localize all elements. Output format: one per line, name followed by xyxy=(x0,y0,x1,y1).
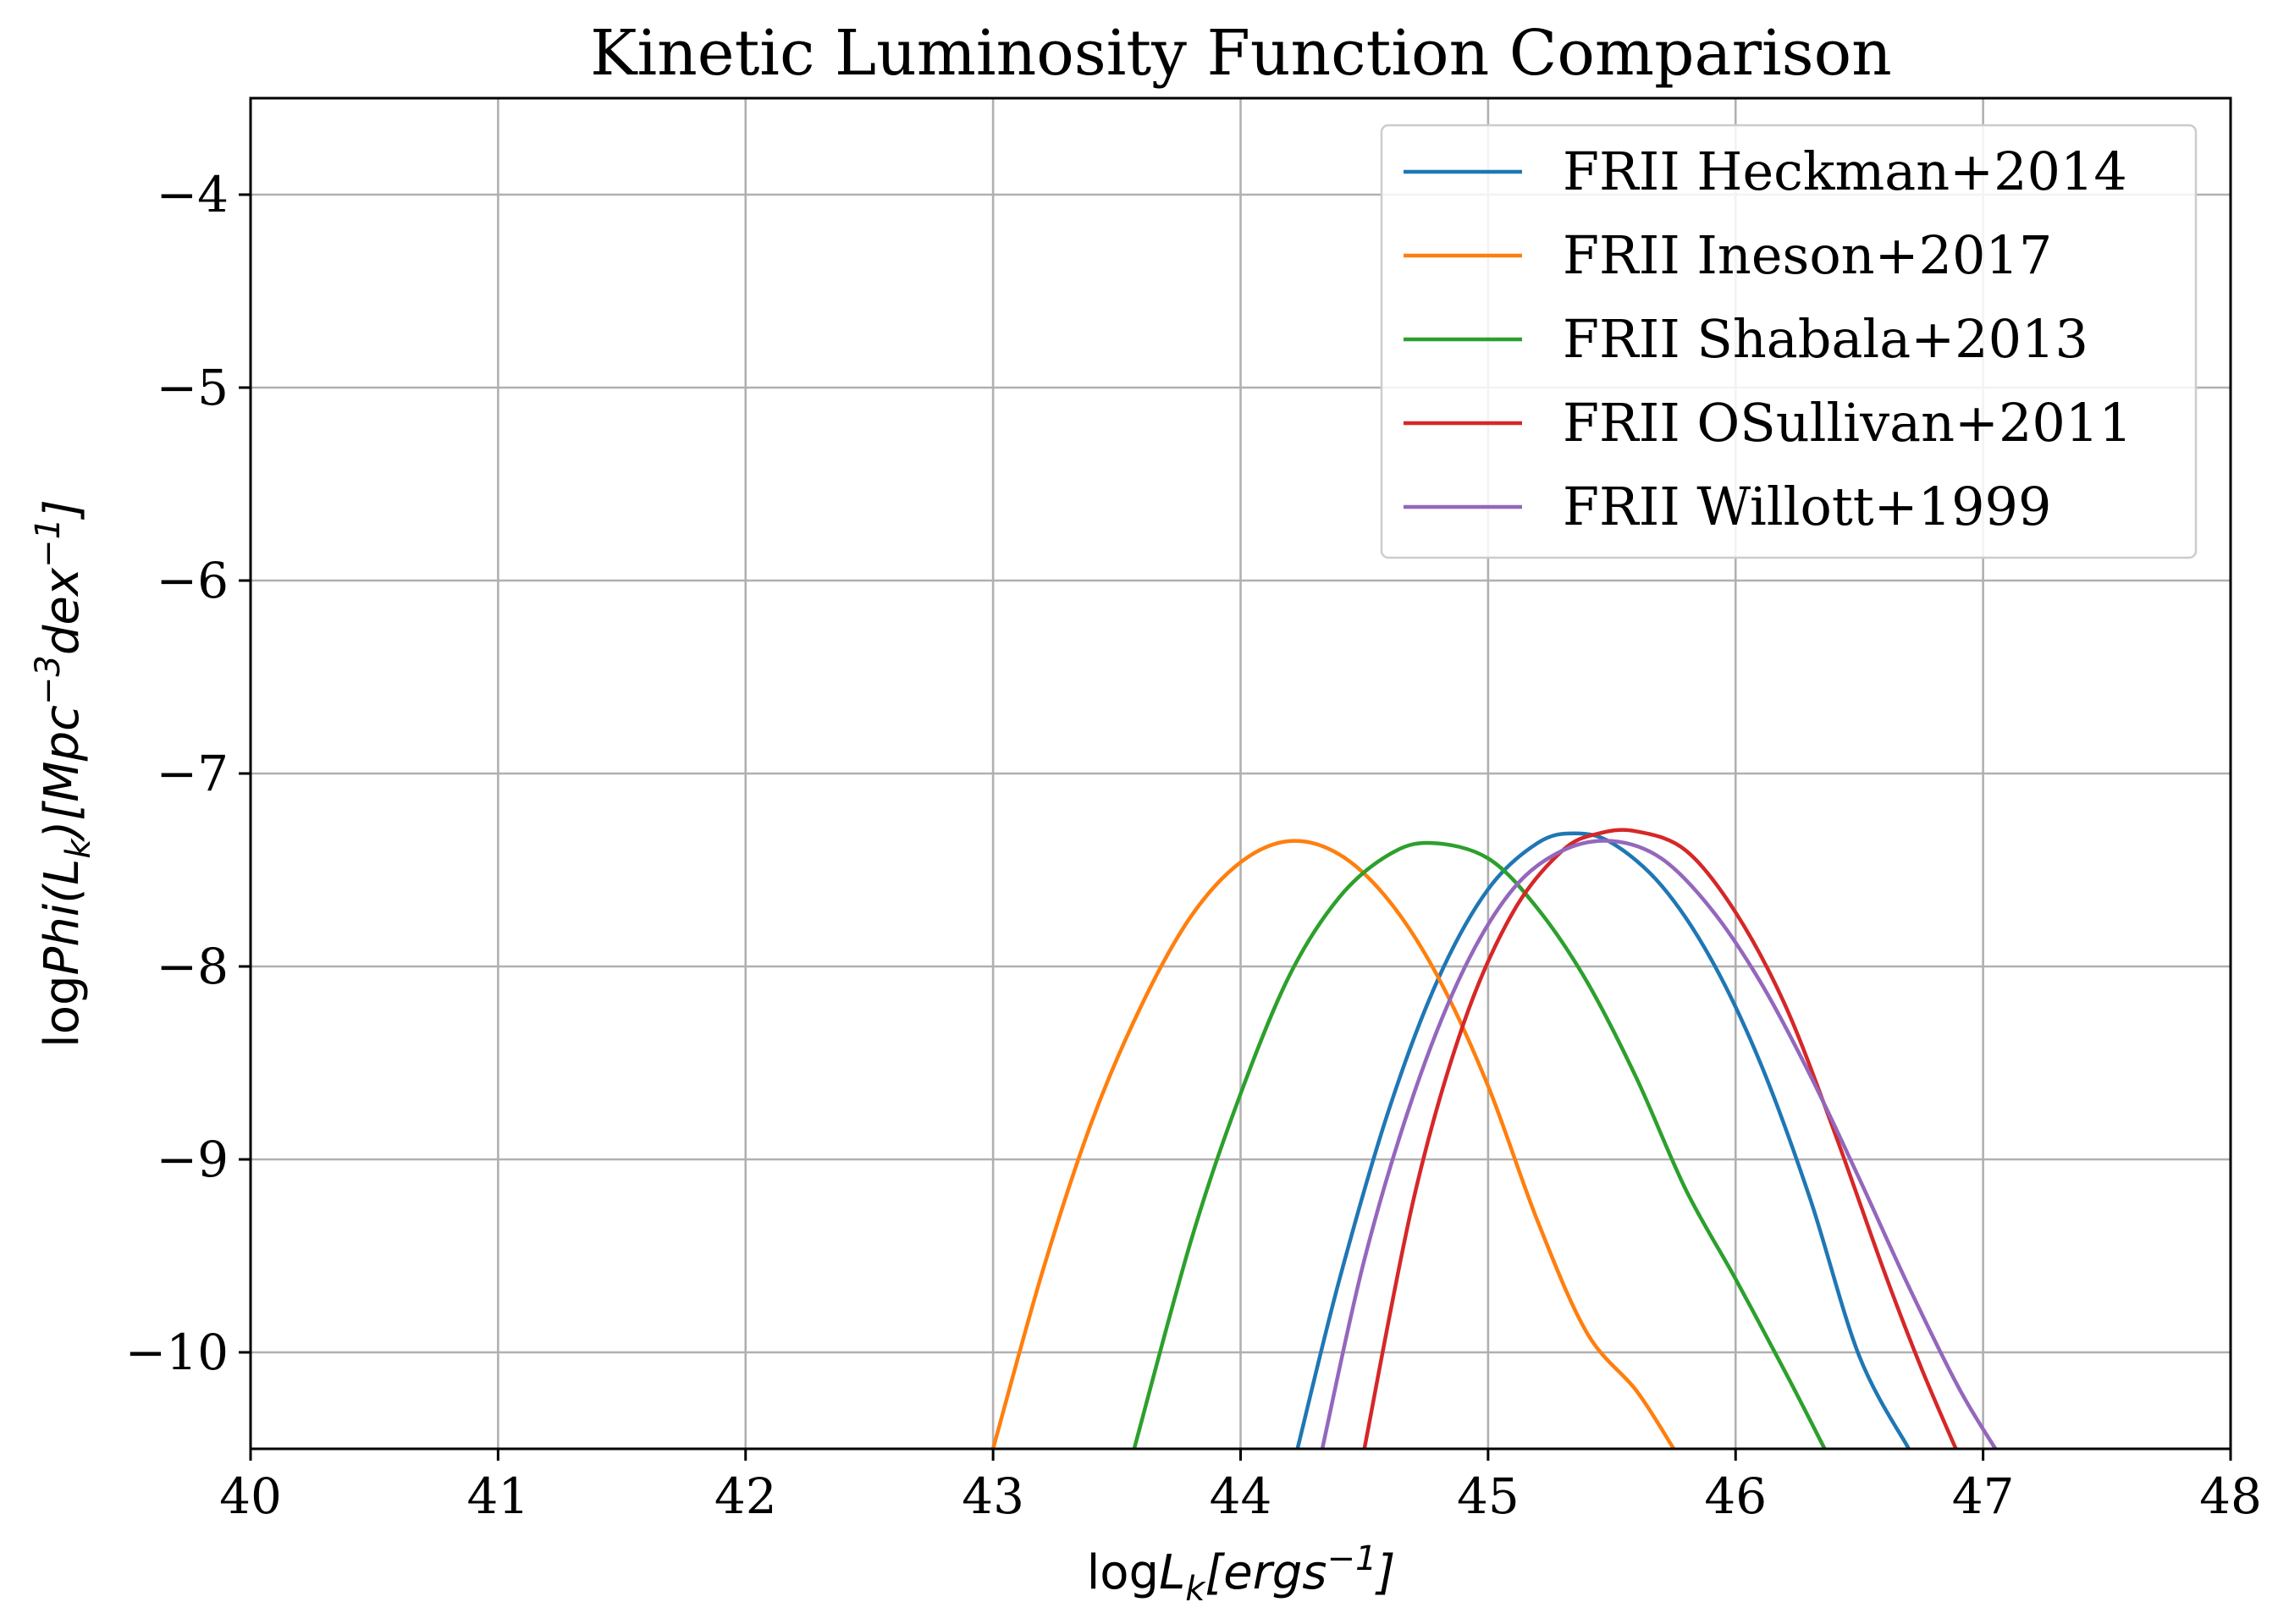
x-tick-label: 47 xyxy=(1952,1467,2015,1525)
y-tick-label: −9 xyxy=(157,1131,229,1188)
legend: FRII Heckman+2014 FRII Ineson+2017 FRII Sh… xyxy=(1380,124,2198,559)
x-tick-label: 40 xyxy=(219,1467,282,1525)
legend-label: FRII OSullivan+2011 xyxy=(1563,392,2132,454)
x-axis-label: logLk[ergs−1] xyxy=(1087,1539,1396,1609)
chart-title: Kinetic Luminosity Function Comparison xyxy=(590,17,1892,90)
y-tick-label: −5 xyxy=(157,359,229,416)
x-tick-label: 44 xyxy=(1210,1467,1272,1525)
x-tick-label: 46 xyxy=(1704,1467,1767,1525)
y-tick-label: −10 xyxy=(125,1324,229,1381)
y-tick-label: −4 xyxy=(157,166,229,223)
y-axis: −10 −9 −8 −7 −6 −5 −4 xyxy=(125,166,251,1381)
x-tick-label: 43 xyxy=(962,1467,1024,1525)
x-axis: 40 41 42 43 44 45 46 47 48 xyxy=(219,1449,2262,1525)
y-tick-label: −6 xyxy=(157,552,229,609)
x-tick-label: 41 xyxy=(466,1467,529,1525)
legend-label: FRII Shabala+2013 xyxy=(1563,308,2088,370)
series-line-3 xyxy=(1132,840,1827,1449)
legend-label: FRII Ineson+2017 xyxy=(1563,224,2052,286)
series-line-2 xyxy=(990,839,1676,1449)
x-tick-label: 45 xyxy=(1457,1467,1520,1525)
y-axis-label: logPhi(Lk)[Mpc−3dex−1] xyxy=(29,499,98,1048)
legend-label: FRII Heckman+2014 xyxy=(1563,140,2127,202)
legend-box xyxy=(1380,124,2198,559)
legend-label: FRII Willott+1999 xyxy=(1563,476,2051,537)
series-line-4 xyxy=(1362,828,1958,1449)
x-tick-label: 42 xyxy=(714,1467,777,1525)
y-tick-label: −8 xyxy=(157,938,229,995)
x-tick-label: 48 xyxy=(2199,1467,2262,1525)
series-layer xyxy=(990,828,1998,1449)
y-tick-label: −7 xyxy=(157,745,229,802)
series-line-5 xyxy=(1320,839,1998,1449)
